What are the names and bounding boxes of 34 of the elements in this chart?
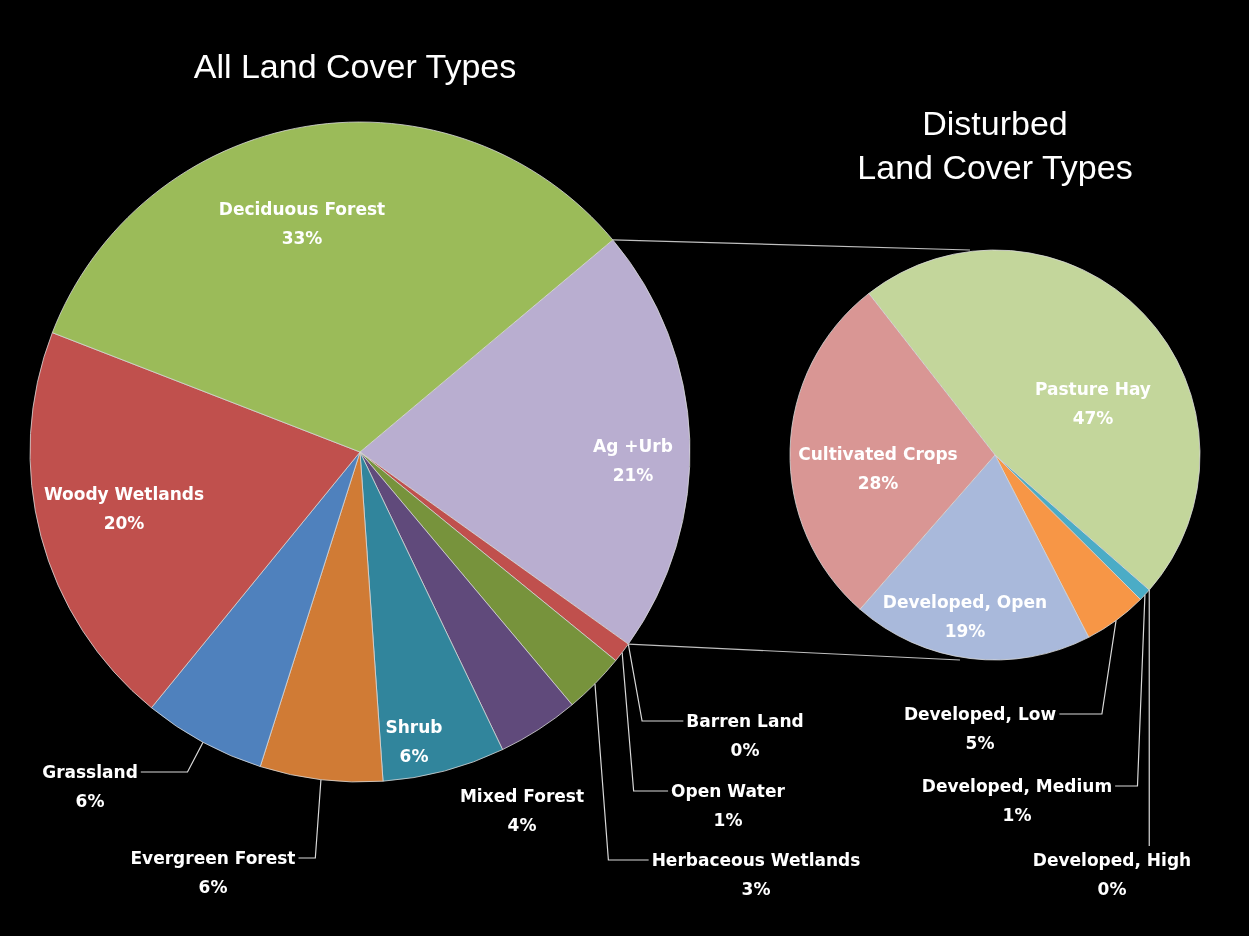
chart-title: Disturbed Land Cover Types <box>857 104 1133 186</box>
slice-label: Developed, Low <box>903 704 1057 724</box>
data-label: 1% <box>713 810 743 830</box>
slice-label: Open Water <box>671 781 786 801</box>
text: 0% <box>1097 879 1127 899</box>
slice-label: Evergreen Forest <box>130 848 296 868</box>
data-label: 1% <box>1002 805 1032 825</box>
slice-label: Woody Wetlands <box>43 484 205 504</box>
data-label: 47% <box>1072 408 1114 428</box>
data-label: 3% <box>741 879 771 899</box>
slice-label: Mixed Forest <box>459 786 585 806</box>
slice-label: Developed, Medium <box>921 776 1113 796</box>
data-label: 20% <box>103 513 145 533</box>
data-label: 6% <box>75 791 105 811</box>
slice-label: Shrub <box>385 717 443 737</box>
slice-label: Grassland <box>42 762 138 782</box>
data-label: 5% <box>965 733 995 753</box>
data-label: 33% <box>281 228 323 248</box>
category-label: Barren Land <box>686 711 804 731</box>
data-label: 6% <box>198 877 228 897</box>
category-label: Developed, High <box>1032 850 1192 870</box>
data-label: 28% <box>857 473 899 493</box>
slice-label: Pasture Hay <box>1035 379 1151 399</box>
data-label: 4% <box>507 815 537 835</box>
slice-label: Developed, Open <box>882 592 1048 612</box>
data-label: 21% <box>612 465 654 485</box>
slice-label: Ag +Urb <box>593 436 673 456</box>
slice-label: Cultivated Crops <box>798 444 958 464</box>
data-label: 6% <box>399 746 429 766</box>
slice-label: Deciduous Forest <box>218 199 386 219</box>
slice-label: Herbaceous Wetlands <box>651 850 861 870</box>
data-label: 19% <box>944 621 986 641</box>
text: 0% <box>730 740 760 760</box>
chart-title: All Land Cover Types <box>193 47 517 85</box>
